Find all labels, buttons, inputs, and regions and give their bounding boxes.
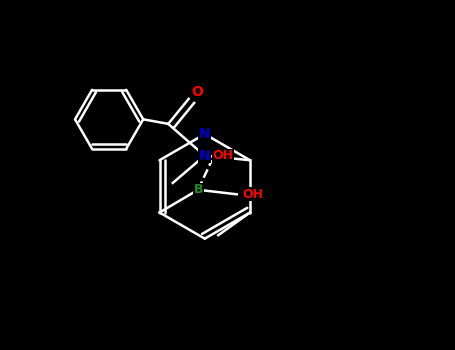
Text: N: N xyxy=(199,127,211,141)
Text: B: B xyxy=(193,183,203,196)
Text: N: N xyxy=(199,149,210,163)
Text: O: O xyxy=(191,85,203,99)
Text: OH: OH xyxy=(212,149,233,162)
Text: OH: OH xyxy=(242,188,263,201)
